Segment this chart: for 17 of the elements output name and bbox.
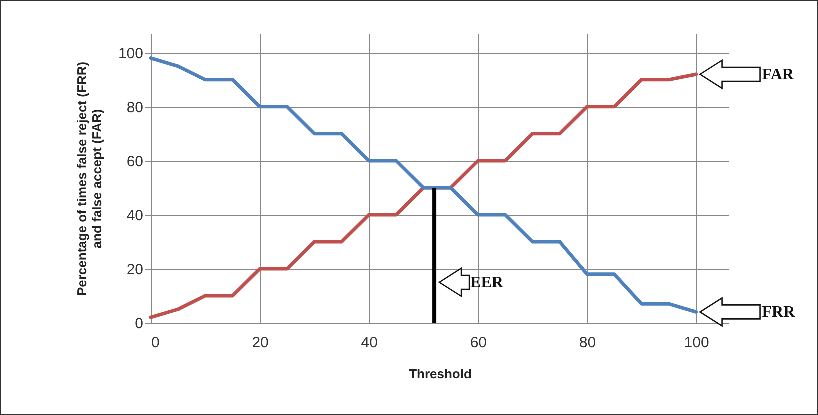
x-tick-label: 0 xyxy=(152,334,160,352)
text: FRR xyxy=(762,304,796,322)
y-axis-title: Percentage of times false reject (FRR) and false accept (FAR) xyxy=(74,62,104,296)
x-tick-label: 20 xyxy=(252,334,269,352)
y-tick-label: 20 xyxy=(126,261,144,278)
y-tick-label: 0 xyxy=(135,316,144,332)
x-tick-label: 100 xyxy=(684,334,710,352)
text: FAR xyxy=(762,66,794,84)
y-tick-label: 100 xyxy=(118,45,144,62)
x-axis-title: Threshold xyxy=(409,366,472,382)
y-tick-label: 80 xyxy=(126,99,144,116)
x-tick-label: 80 xyxy=(579,334,596,352)
x-tick-label: 40 xyxy=(361,334,378,352)
y-tick-label: 40 xyxy=(126,207,144,224)
x-tick-label: 60 xyxy=(470,334,488,352)
y-tick-label: 60 xyxy=(126,153,144,170)
ref-line-label: EER xyxy=(470,274,504,292)
